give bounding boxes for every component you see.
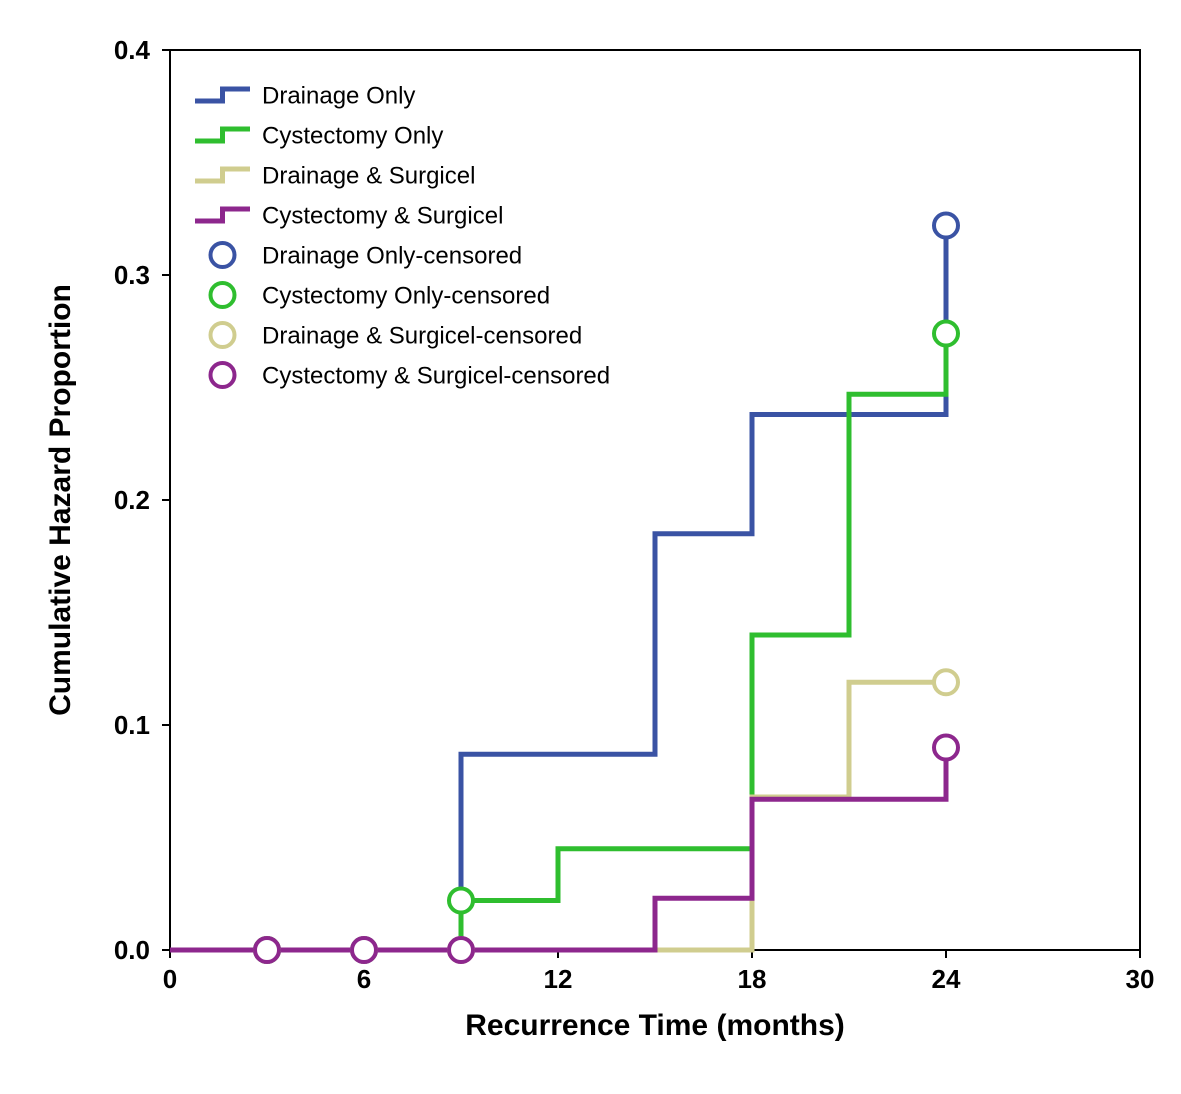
legend-label: Drainage Only-censored — [262, 242, 522, 269]
x-tick-label: 18 — [738, 964, 767, 994]
legend-label: Drainage & Surgicel — [262, 162, 475, 189]
legend-marker-swatch — [211, 363, 235, 387]
censored-marker — [934, 736, 958, 760]
hazard-chart: 0 6 12 18 24 30 Recurrence Time (months) 0.0 0.1… — [20, 20, 1181, 1069]
legend-label: Cystectomy Only — [262, 122, 443, 149]
legend-marker-swatch — [211, 323, 235, 347]
legend-marker-swatch — [211, 243, 235, 267]
chart-svg: 0 6 12 18 24 30 Recurrence Time (months) 0.0 0.1… — [20, 20, 1181, 1069]
legend-label: Cystectomy Only-censored — [262, 282, 550, 309]
legend-item: Cystectomy & Surgicel-censored — [211, 362, 611, 389]
legend-item: Drainage & Surgicel-censored — [211, 322, 583, 349]
censored-marker — [449, 938, 473, 962]
censored-marker — [934, 214, 958, 238]
censored-marker — [255, 938, 279, 962]
legend-label: Drainage & Surgicel-censored — [262, 322, 582, 349]
x-tick-label: 24 — [932, 964, 961, 994]
censored-marker — [449, 889, 473, 913]
y-tick-label: 0.2 — [114, 485, 150, 515]
legend-marker-swatch — [211, 283, 235, 307]
y-tick-label: 0.4 — [114, 35, 151, 65]
x-axis-label: Recurrence Time (months) — [465, 1009, 845, 1042]
x-tick-label: 12 — [544, 964, 573, 994]
x-tick-label: 0 — [163, 964, 177, 994]
y-tick-label: 0.0 — [114, 935, 150, 965]
y-tick-label: 0.3 — [114, 260, 150, 290]
legend-item: Cystectomy Only-censored — [211, 282, 551, 309]
censored-marker — [934, 670, 958, 694]
legend-label: Cystectomy & Surgicel — [262, 202, 503, 229]
legend-label: Cystectomy & Surgicel-censored — [262, 362, 610, 389]
censored-marker — [352, 938, 376, 962]
x-tick-label: 30 — [1126, 964, 1155, 994]
x-tick-label: 6 — [357, 964, 371, 994]
censored-marker — [934, 322, 958, 346]
y-tick-label: 0.1 — [114, 710, 150, 740]
legend-label: Drainage Only — [262, 82, 415, 109]
y-axis-label: Cumulative Hazard Proportion — [44, 284, 77, 716]
